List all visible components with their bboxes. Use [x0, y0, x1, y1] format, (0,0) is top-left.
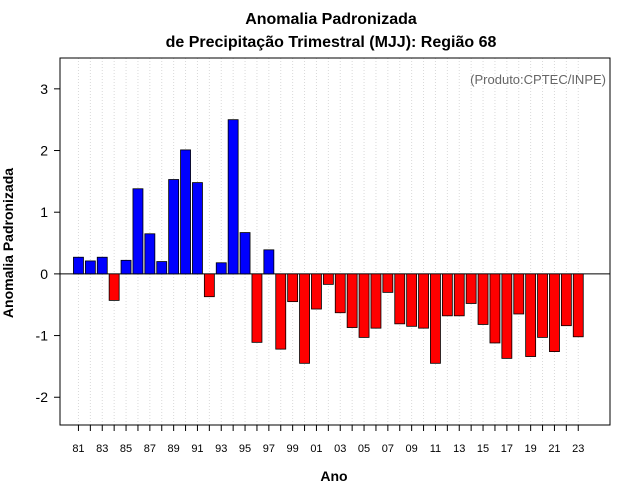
x-tick-label: 07	[382, 443, 394, 455]
bar-11	[430, 273, 441, 364]
x-tick-label: 23	[572, 443, 584, 455]
bar-92	[203, 273, 215, 298]
bars	[73, 119, 584, 364]
x-tick-label: 19	[525, 443, 537, 455]
x-tick-label: 91	[191, 443, 203, 455]
bar-08	[394, 273, 406, 325]
x-tick-label: 01	[310, 443, 322, 455]
x-axis: 81 83 85 87 89 91 93 95 97 99 01 03 05 07 09 11 13 15 17 19…	[72, 425, 584, 455]
bar-21	[549, 273, 560, 353]
bar-81	[73, 256, 84, 275]
bar-98	[275, 273, 287, 350]
x-tick-label: 17	[501, 443, 513, 455]
bar-16	[489, 273, 501, 344]
x-tick-label: 11	[430, 443, 441, 455]
x-tick-label: 85	[120, 443, 132, 455]
bar-94	[227, 119, 239, 275]
x-tick-label: 81	[72, 443, 84, 455]
y-tick-label: 3	[40, 81, 48, 97]
x-tick-label: 15	[477, 443, 489, 455]
bar-99	[287, 273, 299, 303]
y-tick-label: -2	[36, 389, 49, 405]
bar-91	[192, 182, 203, 275]
y-tick-label: 0	[40, 266, 48, 282]
bar-01	[311, 273, 322, 310]
bar-12	[441, 273, 453, 317]
y-axis-label: Anomalia Padronizada	[0, 168, 16, 318]
x-tick-label: 95	[239, 443, 251, 455]
bar-89	[168, 179, 180, 275]
bar-03	[334, 273, 346, 314]
bar-87	[144, 233, 156, 275]
x-tick-label: 13	[453, 443, 465, 455]
bar-22	[560, 273, 572, 327]
bar-14	[465, 273, 477, 304]
bar-93	[215, 262, 227, 275]
bar-18	[513, 273, 525, 315]
x-tick-label: 03	[334, 443, 346, 455]
y-tick-label: -1	[36, 328, 49, 344]
bar-86	[132, 188, 144, 275]
bar-95	[239, 232, 251, 275]
y-tick-label: 2	[40, 143, 48, 159]
bar-04	[346, 273, 358, 328]
bar-09	[406, 273, 418, 327]
bar-10	[418, 273, 429, 329]
bar-13	[453, 273, 465, 317]
bar-15	[477, 273, 489, 325]
bar-05	[358, 273, 370, 338]
bar-23	[572, 273, 584, 338]
x-tick-label: 09	[406, 443, 418, 455]
x-tick-label: 21	[548, 443, 560, 455]
bar-06	[370, 273, 382, 329]
bar-19	[525, 273, 537, 357]
plot-frame	[59, 57, 611, 426]
bar-02	[322, 273, 334, 285]
bar-82	[84, 260, 96, 275]
bar-85	[120, 259, 132, 275]
x-tick-label: 83	[96, 443, 108, 455]
x-tick-label: 93	[215, 443, 227, 455]
credit-text: (Produto:CPTEC/INPE)	[470, 72, 606, 87]
x-tick-label: 87	[144, 443, 156, 455]
bar-88	[156, 261, 168, 275]
x-tick-label: 89	[168, 443, 180, 455]
bar-96	[251, 273, 263, 343]
bar-00	[299, 273, 310, 364]
x-axis-label: Ano	[320, 468, 347, 484]
bar-17	[501, 273, 513, 359]
x-tick-label: 97	[263, 443, 275, 455]
bar-97	[263, 249, 275, 275]
bar-07	[382, 273, 394, 293]
chart-title: Anomalia Padronizada	[245, 11, 417, 28]
x-tick-label: 05	[358, 443, 370, 455]
bar-20	[537, 273, 548, 338]
bar-90	[180, 149, 191, 275]
bar-83	[96, 256, 108, 275]
y-axis: -2 -1 0 1 2 3	[36, 81, 60, 405]
y-tick-label: 1	[40, 204, 48, 220]
chart-subtitle: de Precipitação Trimestral (MJJ): Região…	[166, 34, 497, 51]
x-tick-label: 99	[287, 443, 299, 455]
bar-84	[108, 273, 120, 301]
